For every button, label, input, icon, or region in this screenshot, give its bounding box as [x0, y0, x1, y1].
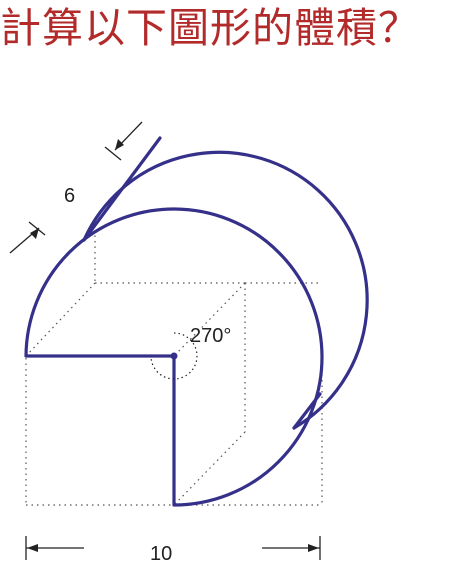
hidden-edges [25, 230, 323, 506]
angle-marker: 270° [150, 325, 231, 380]
hidden-edge-depth-left [25, 282, 96, 357]
width-arrowhead-left [27, 544, 38, 552]
tangent-edge-top [82, 136, 162, 242]
front-face-sector [24, 207, 324, 507]
solid-outline [24, 136, 369, 507]
slant-dimension: 6 [9, 121, 143, 254]
slant-arrowhead-lower [30, 228, 39, 239]
slant-tick-lower [28, 221, 46, 236]
width-dimension: 10 [25, 536, 321, 564]
slant-tick-upper [104, 146, 122, 161]
center-point [170, 352, 178, 360]
slant-arrowhead-upper [115, 139, 124, 150]
hidden-edge-depth-bottom [173, 431, 246, 506]
width-arrowhead-right [308, 544, 319, 552]
angle-label: 270° [190, 325, 231, 347]
hidden-edge-depth-axis [173, 282, 246, 357]
back-face-arc [82, 150, 369, 430]
tangent-edge-bottom [292, 392, 322, 430]
question-title: 計算以下圖形的體積？ [0, 4, 420, 52]
width-label: 10 [150, 543, 172, 564]
slant-label: 6 [64, 185, 75, 207]
